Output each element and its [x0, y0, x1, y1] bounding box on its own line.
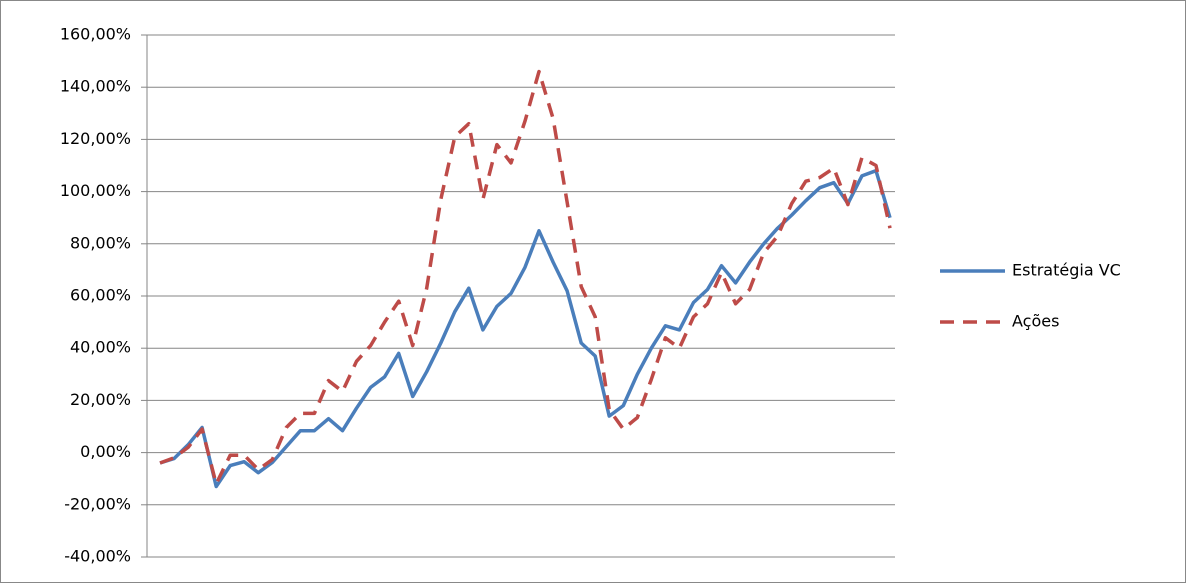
y-tick-label: 20,00% [70, 390, 131, 409]
y-tick-label: 80,00% [70, 233, 131, 252]
y-tick-label: 120,00% [60, 129, 131, 148]
legend-label: Ações [1012, 312, 1059, 331]
data-line [159, 168, 892, 489]
y-tick-label: -20,00% [64, 494, 131, 513]
y-tick-label: 160,00% [60, 25, 131, 44]
y-tick-label: 40,00% [70, 338, 131, 357]
y-tick-label: -40,00% [64, 547, 131, 566]
data-line [159, 69, 892, 486]
legend-label: Estratégia VC [1012, 261, 1121, 280]
y-tick-label: 140,00% [60, 77, 131, 96]
y-tick-label: 0,00% [80, 442, 131, 461]
y-tick-label: 60,00% [70, 286, 131, 305]
y-tick-label: 100,00% [60, 181, 131, 200]
